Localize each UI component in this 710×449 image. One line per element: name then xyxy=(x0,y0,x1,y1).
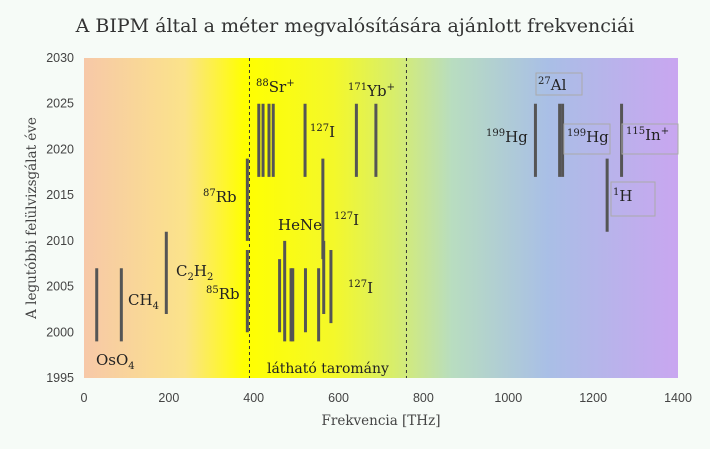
species-label-pre: 115 xyxy=(626,126,645,137)
x-tick-label: 0 xyxy=(81,391,88,405)
label-box xyxy=(621,123,679,155)
species-label-main: H xyxy=(619,187,632,205)
y-tick-label: 2025 xyxy=(46,97,74,111)
species-label-sub2: 2 xyxy=(207,272,213,283)
x-axis-label: Frekvencia [THz] xyxy=(322,413,441,429)
species-label-main: Rb xyxy=(219,285,240,303)
species-label-main: Hg xyxy=(505,128,528,146)
y-axis-label: A legutóbbi felülvizsgálat éve xyxy=(24,117,40,320)
x-tick-label: 200 xyxy=(158,391,179,405)
species-label-sub: 4 xyxy=(153,301,159,312)
y-tick-label: 2030 xyxy=(46,51,74,65)
species-label-main2: H xyxy=(194,262,207,280)
species-label-main: Al xyxy=(550,76,567,94)
species-label-pre: 199 xyxy=(486,128,505,139)
x-tick-label: 800 xyxy=(413,391,434,405)
species-label: 171Yb+ xyxy=(348,82,395,100)
y-tick-label: 2010 xyxy=(46,234,74,248)
species-label: 87Rb xyxy=(203,188,237,206)
species-label-main: CH xyxy=(128,291,153,309)
species-label-main: OsO xyxy=(96,351,128,369)
y-tick-label: 2020 xyxy=(46,142,74,156)
chart-title: A BIPM által a méter megvalósítására ajá… xyxy=(75,15,635,37)
visible-range-label: látható taromány xyxy=(267,361,389,377)
species-label-post: + xyxy=(661,126,669,137)
x-tick-label: 1400 xyxy=(664,391,692,405)
plot-area xyxy=(84,58,678,378)
species-label-main: In xyxy=(645,126,661,144)
species-label-pre: 199 xyxy=(567,128,586,139)
species-label-main: HeNe xyxy=(278,216,322,234)
species-label: 127I xyxy=(310,123,335,141)
species-label-pre: 127 xyxy=(348,279,367,290)
species-label-main: I xyxy=(329,123,335,141)
species-label: 199Hg xyxy=(567,128,609,146)
x-tick-label: 400 xyxy=(243,391,264,405)
species-label-sub: 2 xyxy=(187,272,193,283)
y-tick-label: 2005 xyxy=(46,280,74,294)
label-box xyxy=(535,72,583,96)
x-axis-ticks: 0 200 400 600 800 1000 1200 1400 xyxy=(81,391,692,405)
species-label: CH4 xyxy=(128,291,159,312)
species-label: 127I xyxy=(334,211,359,229)
species-label-pre: 127 xyxy=(310,123,329,134)
species-label-pre: 85 xyxy=(206,285,219,296)
species-label-pre: 87 xyxy=(203,188,216,199)
label-box xyxy=(563,123,611,155)
x-tick-label: 600 xyxy=(328,391,349,405)
species-label: 27Al xyxy=(538,76,567,94)
species-label-pre: 88 xyxy=(256,78,269,89)
species-label-pre: 1 xyxy=(613,187,619,198)
species-label-main: I xyxy=(353,211,359,229)
species-label-post: + xyxy=(286,78,294,89)
label-boxes xyxy=(535,72,679,217)
species-label-main: Yb xyxy=(366,82,387,100)
species-label-pre: 27 xyxy=(538,76,551,87)
species-label-main: I xyxy=(367,279,373,297)
species-label-pre: 171 xyxy=(348,82,367,93)
species-label: 115In+ xyxy=(626,126,669,144)
species-label-main: Sr xyxy=(269,78,287,96)
label-box xyxy=(610,181,656,217)
species-label: 85Rb xyxy=(206,285,240,303)
species-label: C2H2 xyxy=(176,262,213,283)
y-tick-label: 2000 xyxy=(46,325,74,339)
y-tick-label: 1995 xyxy=(46,371,74,385)
y-tick-label: 2015 xyxy=(46,188,74,202)
x-tick-label: 1200 xyxy=(579,391,607,405)
x-tick-label: 1000 xyxy=(494,391,522,405)
species-label: OsO4 xyxy=(96,351,135,372)
species-label-sub: 4 xyxy=(128,361,134,372)
y-axis-ticks: 1995 2000 2005 2010 2015 2020 2025 2030 xyxy=(46,51,74,385)
species-label: 1H xyxy=(613,187,632,205)
species-label-main: Hg xyxy=(586,128,609,146)
species-label: 88Sr+ xyxy=(256,78,295,96)
species-label-main: C xyxy=(176,262,187,280)
species-label-pre: 127 xyxy=(334,211,353,222)
species-label: 127I xyxy=(348,279,373,297)
species-label-main: Rb xyxy=(216,188,237,206)
species-label: 199Hg xyxy=(486,128,528,146)
species-label-post: + xyxy=(387,82,395,93)
species-label: HeNe xyxy=(278,216,322,234)
bar-series xyxy=(95,103,624,342)
